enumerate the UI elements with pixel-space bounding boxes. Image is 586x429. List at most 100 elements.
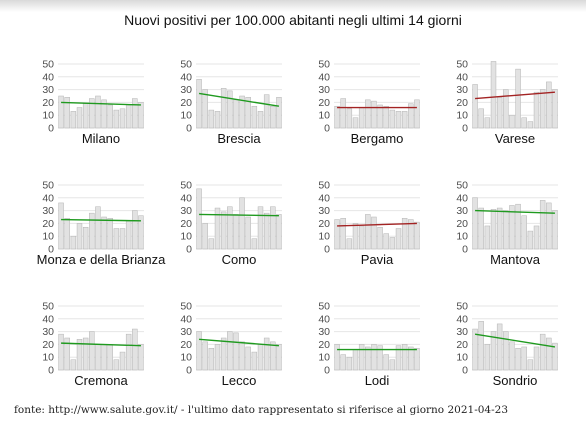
y-tick-label: 30	[456, 326, 468, 338]
y-tick-label: 30	[42, 205, 54, 217]
bar	[239, 95, 245, 129]
bar	[138, 102, 144, 129]
y-tick-label: 50	[318, 180, 330, 192]
bar	[496, 323, 503, 371]
panel-title: Bergamo	[351, 131, 404, 146]
panel-title: Mantova	[490, 252, 541, 267]
bar	[383, 354, 389, 371]
bar	[539, 89, 546, 129]
bar	[395, 111, 402, 129]
trend-line	[475, 91, 555, 100]
bar	[95, 344, 101, 371]
bar	[208, 238, 215, 250]
bar	[58, 202, 64, 250]
bar	[401, 111, 408, 129]
y-tick-label: 0	[48, 365, 54, 377]
trend-line	[337, 222, 417, 227]
bar	[263, 337, 270, 371]
bar	[546, 337, 552, 371]
bar	[389, 359, 396, 371]
bar	[358, 344, 365, 371]
y-tick-label: 40	[318, 313, 330, 325]
y-tick-label: 20	[318, 97, 330, 109]
bar	[107, 104, 113, 129]
bar	[233, 332, 239, 371]
bar	[515, 203, 521, 250]
panel-title: Brescia	[217, 131, 261, 146]
bar	[340, 98, 346, 129]
bar	[220, 337, 227, 371]
bar	[202, 341, 208, 371]
bar	[214, 344, 221, 371]
y-tick-label: 40	[318, 71, 330, 83]
bar	[533, 91, 540, 129]
bar	[414, 221, 420, 250]
bar	[251, 351, 258, 371]
y-tick-label: 0	[48, 123, 54, 135]
y-tick-label: 30	[456, 84, 468, 96]
bar	[107, 218, 113, 250]
trend-line	[199, 338, 279, 347]
bar	[233, 214, 239, 250]
bar	[245, 97, 251, 129]
bar	[101, 216, 107, 250]
bar	[371, 344, 377, 371]
bar	[527, 230, 534, 250]
bar	[270, 341, 276, 371]
y-tick-label: 30	[180, 84, 192, 96]
bar	[257, 206, 264, 250]
bar	[239, 197, 245, 250]
bar	[509, 341, 515, 371]
bar	[515, 68, 521, 129]
bar	[89, 212, 95, 250]
y-tick-label: 10	[180, 231, 192, 243]
bar	[95, 206, 101, 250]
bar	[539, 200, 546, 250]
bar	[340, 354, 346, 371]
bar	[414, 347, 420, 371]
bar	[383, 233, 389, 250]
y-tick-label: 0	[462, 244, 468, 256]
y-tick-label: 50	[456, 180, 468, 192]
bar	[365, 346, 371, 371]
bar	[546, 202, 552, 250]
trend-line	[474, 333, 556, 348]
bar	[533, 346, 540, 371]
bar	[383, 105, 389, 129]
bar	[89, 331, 95, 371]
y-tick-label: 50	[318, 59, 330, 71]
bar	[365, 99, 371, 129]
bar	[113, 109, 120, 129]
bar	[119, 228, 126, 250]
bar	[64, 337, 70, 371]
y-tick-label: 50	[42, 301, 54, 313]
bar	[270, 206, 276, 250]
y-tick-label: 10	[456, 110, 468, 122]
bar	[76, 223, 83, 250]
bar	[484, 344, 491, 371]
y-tick-label: 30	[318, 84, 330, 96]
y-tick-label: 40	[42, 71, 54, 83]
bar	[539, 333, 546, 371]
y-tick-label: 50	[180, 59, 192, 71]
bar	[270, 105, 276, 129]
bar	[70, 235, 77, 250]
panel-title: Lodi	[365, 373, 390, 388]
y-tick-label: 10	[42, 231, 54, 243]
bar	[515, 347, 521, 371]
bar	[509, 114, 515, 129]
y-tick-label: 10	[42, 352, 54, 364]
bar	[334, 219, 340, 250]
bar	[377, 226, 383, 250]
bar	[352, 223, 359, 250]
y-tick-label: 0	[462, 365, 468, 377]
bar	[113, 228, 120, 250]
bar	[503, 89, 509, 129]
bar	[389, 109, 396, 129]
y-tick-label: 40	[180, 192, 192, 204]
bar	[472, 197, 478, 250]
